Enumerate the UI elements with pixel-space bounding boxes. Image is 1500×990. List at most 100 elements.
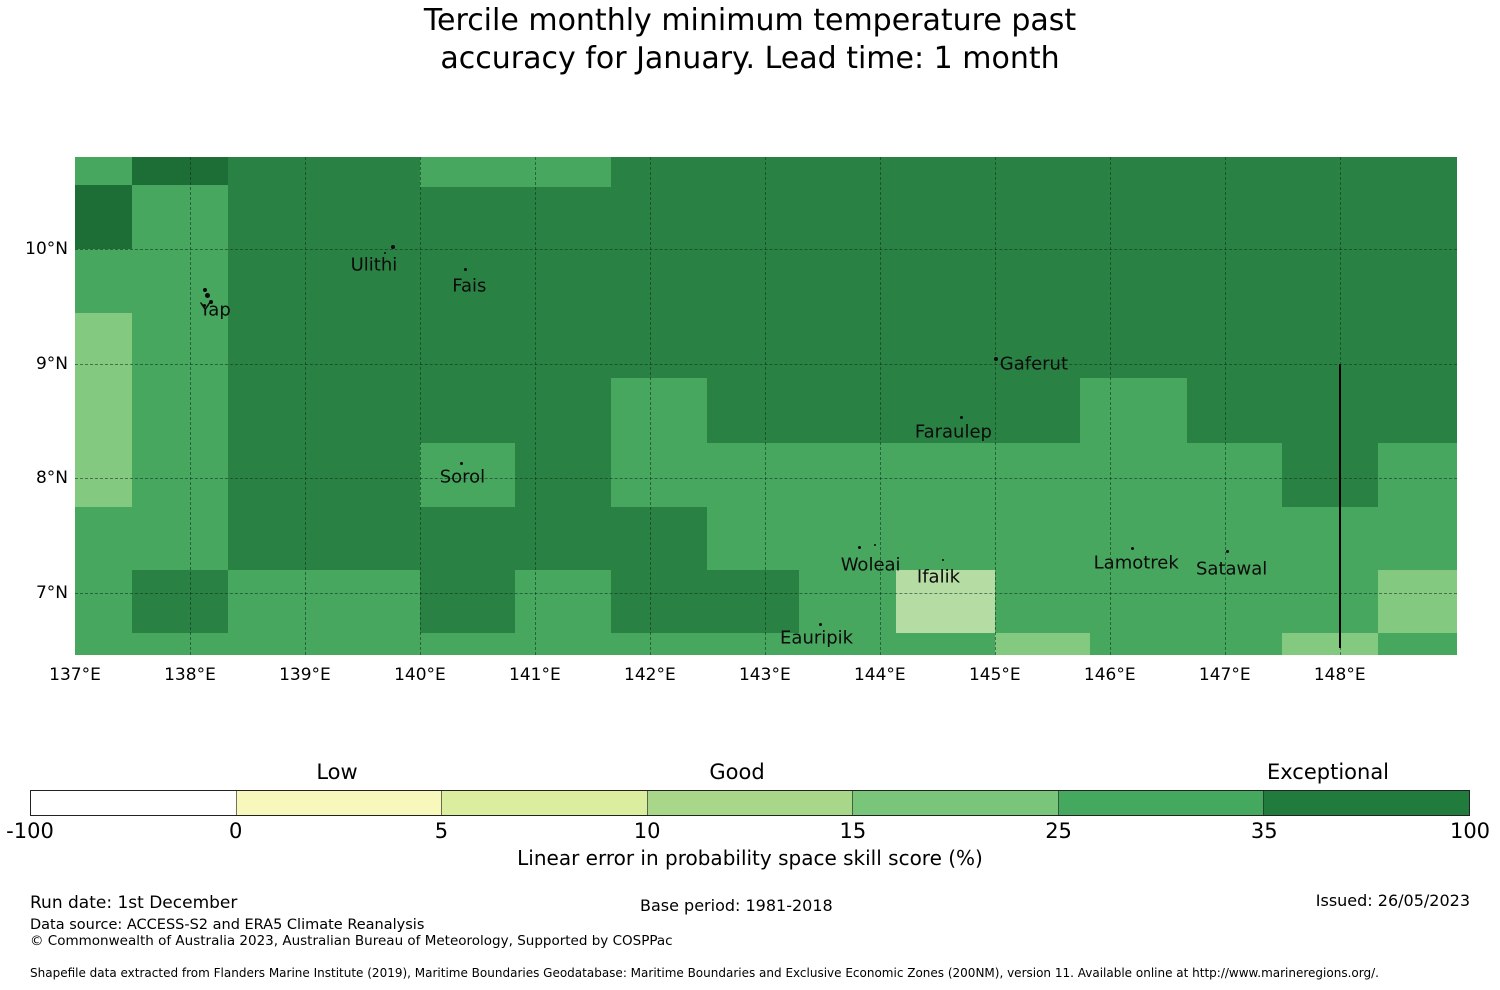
gridline-lon-142: [649, 157, 651, 655]
island-marker-fais: [464, 267, 468, 271]
map-cell-gaferut-cell: [1079, 378, 1187, 443]
map-cell-top-left-corner: [75, 157, 133, 185]
island-marker-satawal: [1225, 550, 1229, 554]
map-cell-light-west: [75, 313, 133, 507]
island-label-woleai: Woleai: [840, 554, 901, 576]
colorbar-segment-5: [1057, 791, 1264, 815]
gridline-lon-138: [189, 157, 191, 655]
colorbar: [30, 790, 1470, 816]
gridline-lon-144: [879, 157, 881, 655]
colorbar-tick-5: 5: [434, 819, 449, 843]
x-tick-143: 143°E: [738, 665, 791, 685]
map-cell-dark-sorol-south: [419, 506, 516, 634]
colorbar-tick-15: 15: [839, 819, 867, 843]
colorbar-category-exceptional: Exceptional: [1266, 760, 1390, 784]
island-label-sorol: Sorol: [439, 466, 486, 488]
map-cell-darkest-west: [75, 184, 133, 249]
map-cell-west-band: [75, 248, 133, 314]
island-marker-yap: [204, 293, 210, 299]
island-label-ifalik: Ifalik: [916, 566, 961, 588]
x-tick-141: 141°E: [509, 665, 561, 685]
map-cell-south-mid-1: [227, 570, 420, 634]
island-label-lamotrek: Lamotrek: [1093, 552, 1179, 574]
island-marker-ulithi: [391, 244, 396, 249]
y-tick-7: 7°N: [35, 583, 68, 604]
island-label-eauripik: Eauripik: [780, 627, 854, 649]
colorbar-category-good: Good: [709, 760, 765, 784]
figure-title-line2: accuracy for January. Lead time: 1 month: [440, 41, 1060, 76]
island-marker-sorol: [459, 461, 463, 465]
colorbar-tick--100: -100: [6, 819, 54, 843]
colorbar-category-low: Low: [316, 760, 358, 784]
gridline-lon-147: [1224, 157, 1226, 655]
x-tick-142: 142°E: [624, 665, 676, 685]
island-marker-faraulep: [959, 415, 963, 419]
y-tick-10: 10°N: [25, 238, 68, 259]
y-tick-9: 9°N: [35, 353, 68, 374]
footer-shapefile-note: Shapefile data extracted from Flanders M…: [30, 966, 1379, 980]
gridline-lon-145: [994, 157, 996, 655]
eez-boundary-line: [1338, 363, 1341, 649]
island-marker-eauripik: [818, 622, 822, 626]
map-cell-faraulep-column: [610, 378, 708, 507]
colorbar-segment-6: [1263, 791, 1470, 815]
x-tick-138: 138°E: [164, 665, 216, 685]
map-cell-dark-148-cell: [1282, 400, 1378, 507]
figure-title: Tercile monthly minimum temperature past…: [0, 2, 1500, 78]
x-tick-147: 147°E: [1198, 665, 1251, 685]
colorbar-axis-title: Linear error in probability space skill …: [517, 846, 983, 870]
colorbar-tick-0: 0: [229, 819, 243, 843]
map-cell-sorol-cell: [419, 442, 516, 507]
gridline-lon-146: [1109, 157, 1111, 655]
island-marker-yap: [208, 299, 213, 304]
gridline-lon-139: [304, 157, 306, 655]
footer-copyright: © Commonwealth of Australia 2023, Austra…: [30, 933, 673, 949]
colorbar-segment-1: [235, 791, 442, 815]
gridline-lon-143: [764, 157, 766, 655]
x-tick-148: 148°E: [1313, 665, 1366, 685]
map-cell-yap-column: [132, 184, 228, 571]
figure-title-line1: Tercile monthly minimum temperature past: [423, 3, 1077, 38]
gridline-lat-8: [75, 478, 1457, 480]
colorbar-tick-25: 25: [1045, 819, 1072, 843]
island-marker-gaferut: [993, 356, 998, 361]
map-cell-top-strip: [419, 157, 611, 187]
x-tick-146: 146°E: [1083, 665, 1136, 685]
y-tick-8: 8°N: [35, 468, 68, 489]
map-cell-dark-eauripik: [610, 570, 800, 634]
map-cell-bottom-strip: [132, 633, 1457, 655]
map-cell-south-mid-2: [515, 570, 611, 634]
colorbar-segment-4: [852, 791, 1058, 815]
map-cell-darkest-top: [132, 157, 228, 185]
island-label-satawal: Satawal: [1195, 558, 1268, 580]
colorbar-tick-10: 10: [633, 819, 661, 843]
x-tick-137: 137°E: [49, 665, 101, 685]
map-cell-light-satawal-east: [1377, 570, 1457, 634]
gridline-lat-9: [75, 363, 1457, 365]
island-label-gaferut: Gaferut: [999, 353, 1069, 375]
island-marker-yap: [203, 303, 207, 307]
map-cell-west-lower: [75, 506, 133, 655]
x-tick-139: 139°E: [279, 665, 331, 685]
footer-base-period: Base period: 1981-2018: [640, 896, 833, 915]
map-cell-light-bottom-1: [994, 633, 1091, 655]
footer-issued: Issued: 26/05/2023: [1315, 891, 1470, 910]
gridline-lat-7: [75, 593, 1457, 595]
colorbar-segment-3: [646, 791, 853, 815]
gridline-lon-140: [419, 157, 421, 655]
island-label-faraulep: Faraulep: [914, 421, 992, 443]
island-label-fais: Fais: [452, 275, 487, 297]
x-tick-144: 144°E: [853, 665, 906, 685]
map-cell-light-bottom-2: [1282, 633, 1378, 655]
island-label-ulithi: Ulithi: [350, 254, 398, 276]
x-tick-140: 140°E: [394, 665, 446, 685]
island-marker-woleai: [874, 543, 877, 546]
island-marker-ulithi: [384, 252, 387, 255]
gridline-lon-141: [534, 157, 536, 655]
island-marker-ifalik: [942, 558, 945, 561]
island-marker-yap: [202, 288, 207, 293]
island-marker-lamotrek: [1131, 546, 1135, 550]
colorbar-tick-100: 100: [1449, 819, 1491, 843]
colorbar-tick-35: 35: [1250, 819, 1278, 843]
